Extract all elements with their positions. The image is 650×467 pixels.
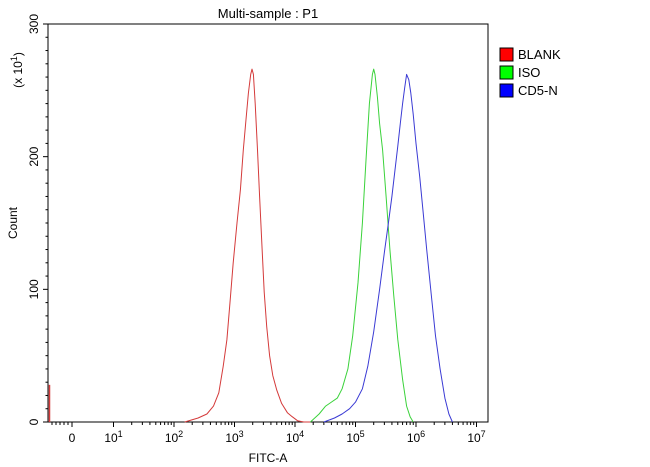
y-multiplier-label: (x 101) — [9, 52, 25, 88]
x-tick-label: 103 — [225, 429, 243, 445]
x-tick-label: 102 — [165, 429, 183, 445]
y-tick-label: 300 — [27, 14, 41, 34]
y-tick-label: 100 — [27, 279, 41, 299]
y-multiplier-exponent: 1 — [9, 56, 19, 61]
legend-label: CD5-N — [518, 83, 558, 98]
y-multiplier-suffix: ) — [11, 52, 25, 56]
series-line-blank — [184, 68, 311, 423]
series-line-iso — [310, 68, 414, 423]
y-multiplier-prefix: (x 10 — [11, 61, 25, 88]
legend-label: ISO — [518, 65, 540, 80]
svg-text:(x 101): (x 101) — [9, 52, 25, 88]
x-tick-label: 107 — [467, 429, 485, 445]
legend-swatch — [499, 83, 514, 98]
series-layer — [48, 68, 453, 423]
x-tick-label: 106 — [407, 429, 425, 445]
x-tick-label: 0 — [69, 431, 76, 445]
x-axis-label: FITC-A — [249, 451, 288, 465]
legend-swatch — [499, 65, 514, 80]
chart-title: Multi-sample : P1 — [218, 6, 318, 21]
y-tick-label: 0 — [27, 418, 41, 425]
y-axis: 0 100 200 300 — [27, 14, 48, 425]
y-axis-label: Count — [6, 206, 20, 239]
x-tick-label: 101 — [104, 429, 122, 445]
x-tick-label: 105 — [346, 429, 364, 445]
x-axis: 0 101 102 103 104 105 106 107 — [51, 422, 486, 445]
legend: BLANK ISO CD5-N — [499, 47, 561, 98]
legend-swatch — [499, 47, 514, 62]
legend-label: BLANK — [518, 47, 561, 62]
x-tick-label: 104 — [286, 429, 304, 445]
y-tick-label: 200 — [27, 146, 41, 166]
series-line-cd5-n — [323, 73, 453, 423]
